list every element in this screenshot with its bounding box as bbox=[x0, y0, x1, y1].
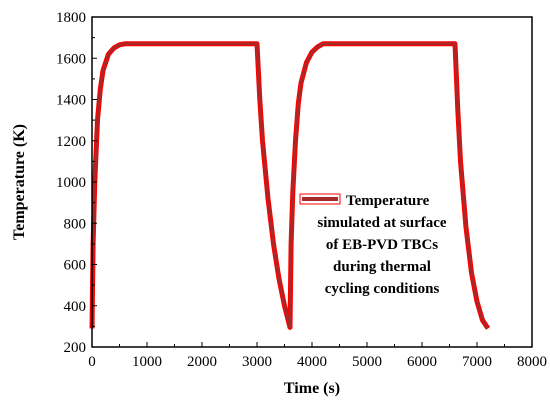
y-tick-label: 400 bbox=[64, 299, 87, 315]
x-tick-label: 8000 bbox=[517, 354, 547, 370]
ticks-layer: 0 1000 2000 3000 4000 5000 6000 7000 8000 200 400 6… bbox=[56, 10, 547, 370]
y-tick-label: 1600 bbox=[56, 51, 86, 67]
x-tick-label: 3000 bbox=[242, 354, 272, 370]
x-axis-title: Time (s) bbox=[284, 380, 340, 397]
legend-label-line-2: simulated at surface bbox=[317, 215, 446, 231]
y-axis-title: Temperature (K) bbox=[11, 124, 28, 240]
y-tick-label: 800 bbox=[64, 216, 87, 232]
x-tick-label: 5000 bbox=[352, 354, 382, 370]
series-line bbox=[90, 42, 490, 330]
y-tick-label: 1000 bbox=[56, 175, 86, 191]
x-tick-label: 6000 bbox=[407, 354, 437, 370]
legend-label-line-4: during thermal bbox=[333, 259, 431, 275]
legend-swatch-outline bbox=[299, 193, 341, 205]
legend-label-line-1: Temperature bbox=[346, 193, 430, 209]
y-tick-label: 1400 bbox=[56, 93, 86, 109]
x-tick-label: 1000 bbox=[132, 354, 162, 370]
y-tick-label: 600 bbox=[64, 258, 87, 274]
legend-label-line-3: of EB-PVD TBCs bbox=[326, 237, 438, 253]
plot-frame bbox=[91, 16, 533, 348]
x-tick-label: 0 bbox=[88, 354, 96, 370]
y-tick-label: 1800 bbox=[56, 10, 86, 26]
series-layer bbox=[89, 41, 491, 330]
y-tick-label: 1200 bbox=[56, 134, 86, 150]
legend-label-line-5: cycling conditions bbox=[325, 281, 440, 297]
x-tick-label: 2000 bbox=[187, 354, 217, 370]
x-tick-label: 7000 bbox=[462, 354, 492, 370]
legend: Temperature simulated at surface of EB-P… bbox=[299, 193, 447, 297]
x-tick-label: 4000 bbox=[297, 354, 327, 370]
y-tick-label: 200 bbox=[64, 340, 87, 356]
